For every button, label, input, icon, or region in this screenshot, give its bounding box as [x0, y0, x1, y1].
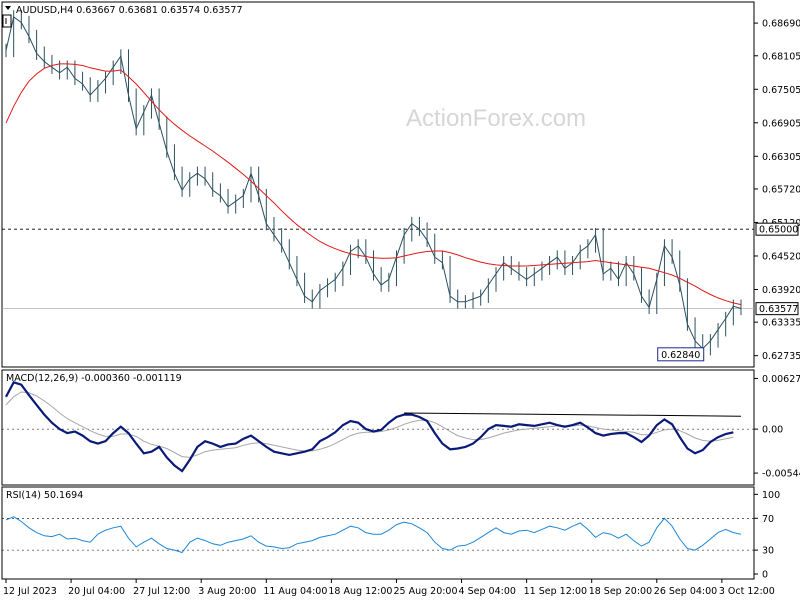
price-series-line — [5, 16, 742, 350]
price-y-tick-label: 0.62735 — [762, 351, 800, 362]
current-price-label: 0.63577 — [759, 304, 798, 315]
price-y-tick-label: 0.65720 — [762, 184, 800, 195]
x-tick-label: 11 Aug 04:00 — [263, 586, 327, 597]
x-tick-label: 11 Sep 12:00 — [524, 586, 587, 597]
rsi-header: RSI(14) 50.1694 — [6, 490, 83, 501]
macd-y-tick-label: 0.00 — [762, 425, 783, 436]
price-y-tick-label: 0.66305 — [762, 152, 800, 163]
macd-y-tick-label: -0.005446 — [762, 469, 800, 480]
x-tick-label: 25 Aug 20:00 — [393, 586, 457, 597]
x-tick-label: 26 Sep 04:00 — [654, 586, 717, 597]
rsi-panel: 100 70 30 0 RSI(14) 50.1694 — [1, 486, 780, 581]
price-header: AUDUSD,H4 0.63667 0.63681 0.63574 0.6357… — [16, 5, 243, 16]
macd-trendline — [404, 412, 742, 417]
price-y-tick-label: 0.67505 — [762, 85, 800, 96]
rsi-y-tick-label: 0 — [762, 570, 768, 581]
price-y-tick-label: 0.64520 — [762, 251, 800, 262]
macd-header: MACD(12,26,9) -0.000360 -0.001119 — [6, 373, 182, 384]
macd-y-tick-label: 0.006275 — [762, 374, 800, 385]
x-tick-label: 4 Sep 04:00 — [459, 586, 516, 597]
x-tick-label: 27 Jul 12:00 — [133, 586, 190, 597]
rsi-y-tick-label: 30 — [762, 546, 774, 557]
low-marker-box — [657, 347, 705, 362]
price-panel: ActionForex.com 0.62840 0.68690 0.68105 0.… — [1, 1, 800, 368]
price-y-tick-label: 0.63920 — [762, 285, 800, 296]
macd-signal-line — [5, 391, 734, 458]
x-axis: 12 Jul 2023 20 Jul 04:00 27 Jul 12:00 3 Aug… — [3, 579, 775, 597]
price-y-tick-label: 0.68105 — [762, 51, 800, 62]
price-y-tick-label: 0.68690 — [762, 19, 800, 30]
chart-menu-icon[interactable] — [5, 6, 11, 10]
price-watermark: ActionForex.com — [406, 105, 586, 132]
x-tick-label: 12 Jul 2023 — [3, 586, 57, 597]
level-label-box — [755, 222, 799, 236]
x-tick-label: 18 Sep 20:00 — [589, 586, 652, 597]
x-tick-label: 18 Aug 12:00 — [328, 586, 392, 597]
x-tick-label: 3 Oct 12:00 — [719, 586, 775, 597]
price-y-tick-label: 0.63335 — [762, 318, 800, 329]
rsi-y-tick-label: 70 — [762, 514, 774, 525]
x-tick-label: 3 Aug 20:00 — [198, 586, 256, 597]
current-price-box — [755, 302, 799, 316]
price-y-tick-label: 0.66905 — [762, 118, 800, 129]
x-tick-label: 20 Jul 04:00 — [68, 586, 125, 597]
rsi-y-tick-label: 100 — [762, 490, 780, 501]
shift-marker-icon[interactable] — [2, 14, 12, 28]
macd-panel: 0.006275 0.00 -0.005446 MACD(12,26,9) -0.0… — [1, 369, 800, 486]
macd-line — [5, 380, 734, 473]
level-label: 0.65000 — [759, 225, 798, 236]
moving-average-line — [5, 63, 742, 306]
rsi-line — [5, 516, 742, 554]
low-marker-label: 0.62840 — [661, 350, 700, 361]
